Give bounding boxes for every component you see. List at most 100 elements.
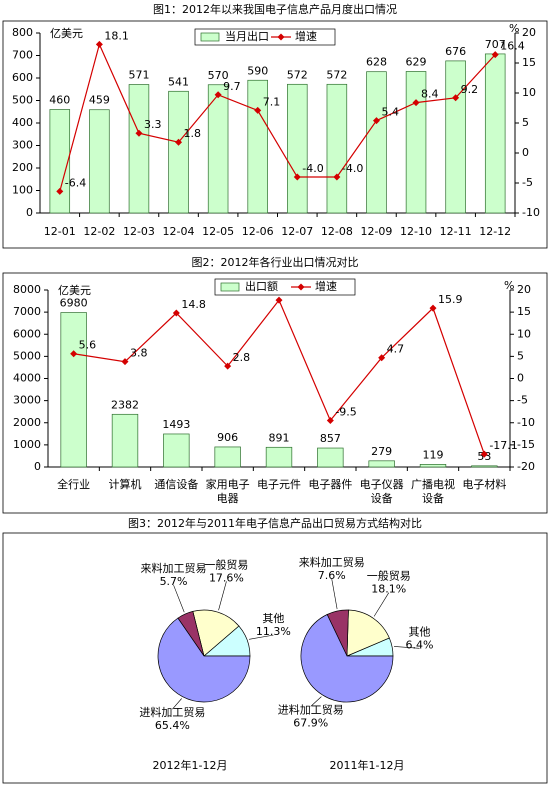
slice-label: 进料加工贸易: [139, 705, 205, 719]
y-tick-label: 800: [12, 26, 33, 39]
data-label: -6.4: [65, 176, 86, 189]
y-tick-label: 200: [12, 161, 33, 174]
data-label: 891: [269, 431, 290, 444]
y-tick-label: 5000: [13, 349, 41, 362]
x-tick-label: 12-09: [360, 225, 392, 238]
pie-caption: 2012年1-12月: [153, 758, 228, 772]
slice-value: 65.4%: [155, 719, 190, 732]
pie-slice: [346, 609, 390, 657]
leader-line: [172, 698, 182, 710]
x-tick-label: 12-04: [163, 225, 195, 238]
line-marker: [175, 138, 183, 146]
slice-value: 7.6%: [318, 569, 346, 582]
y2-tick-label: 0: [522, 146, 529, 159]
slice-value: 11.3%: [256, 625, 291, 638]
y2-tick-label: -10: [517, 416, 535, 429]
line-marker: [275, 296, 283, 304]
x-tick-label: 电子元件: [257, 478, 301, 491]
data-label: 571: [128, 69, 149, 82]
y-axis-label: 亿美元: [58, 284, 91, 297]
x-tick-label: 12-07: [281, 225, 313, 238]
bar: [214, 446, 241, 468]
x-tick-label: 家用电子电器: [205, 478, 250, 505]
bar: [287, 83, 308, 214]
bar: [128, 84, 150, 214]
data-label: 676: [445, 45, 466, 58]
bar: [163, 433, 190, 468]
y-tick-label: 500: [12, 94, 33, 107]
y2-tick-label: 10: [522, 86, 536, 99]
y-tick-label: 7000: [13, 305, 41, 318]
data-label: 2.8: [233, 351, 251, 364]
y2-axis-label: %: [504, 279, 514, 292]
data-label: 906: [217, 431, 238, 444]
data-label: 9.2: [461, 83, 479, 96]
data-label: 570: [208, 69, 229, 82]
line-marker: [491, 51, 499, 59]
data-label: 8.4: [421, 88, 439, 101]
y2-tick-label: -20: [517, 460, 535, 473]
x-tick-label: 12-08: [321, 225, 353, 238]
line-marker: [372, 117, 380, 125]
leader-line: [310, 696, 322, 707]
chart-title: 图3：2012年与2011年电子信息产品出口贸易方式结构对比: [128, 516, 422, 530]
leader-line: [248, 634, 274, 640]
leader-line: [218, 581, 227, 611]
y2-tick-label: 5: [517, 349, 524, 362]
slice-value: 17.6%: [209, 571, 244, 584]
bar: [484, 53, 506, 214]
x-tick-label: 电子仪器设备: [359, 478, 404, 505]
y2-tick-label: 0: [517, 372, 524, 385]
slice-label: 其他: [409, 625, 431, 638]
bar: [207, 84, 229, 214]
data-label: 590: [247, 64, 268, 77]
data-label: 279: [371, 445, 392, 458]
x-tick-label: 广播电视设备: [411, 478, 455, 505]
data-label: 16.4: [500, 40, 525, 53]
chart-title: 图1：2012年以来我国电子信息产品月度出口情况: [153, 2, 397, 16]
data-label: 707: [485, 38, 506, 51]
data-label: -17.1: [489, 439, 517, 452]
data-label: 3.8: [130, 347, 148, 360]
data-label: 572: [287, 68, 308, 81]
chart-frame: [2, 20, 548, 249]
bar: [60, 312, 87, 468]
y-tick-label: 6000: [13, 327, 41, 340]
bar: [368, 460, 395, 468]
pie-slice: [300, 614, 394, 703]
line-marker: [172, 309, 180, 317]
y-axis-label: 亿美元: [50, 27, 83, 40]
data-label: 1.8: [184, 127, 202, 140]
data-label: 9.7: [223, 80, 241, 93]
line: [59, 42, 496, 192]
line-marker: [412, 99, 420, 107]
y2-tick-label: 5: [522, 116, 529, 129]
bar: [326, 83, 348, 214]
slice-label: 来料加工贸易: [299, 555, 365, 569]
data-label: 857: [320, 432, 341, 445]
data-label: 460: [49, 94, 70, 107]
legend-label: 增速: [315, 279, 337, 293]
legend-swatch: [297, 283, 305, 291]
legend-label: 当月出口: [225, 29, 269, 43]
y-tick-label: 700: [12, 49, 33, 62]
y2-tick-label: -15: [517, 438, 535, 451]
x-tick-label: 计算机: [108, 478, 142, 491]
line-marker: [254, 106, 262, 114]
bar: [366, 71, 387, 214]
y-tick-label: 3000: [13, 394, 41, 407]
line-marker: [429, 304, 437, 312]
legend-box: [194, 28, 336, 46]
y-tick-label: 0: [26, 206, 33, 219]
y2-tick-label: 15: [522, 56, 536, 69]
chart-title: 图2：2012年各行业出口情况对比: [192, 255, 359, 269]
leader-line: [331, 579, 338, 610]
bar: [89, 109, 110, 214]
x-tick-label: 全行业: [57, 478, 91, 491]
y-tick-label: 0: [34, 460, 41, 473]
data-label: 459: [89, 94, 110, 107]
y-tick-label: 400: [12, 116, 33, 129]
data-label: -4.0: [342, 162, 363, 175]
